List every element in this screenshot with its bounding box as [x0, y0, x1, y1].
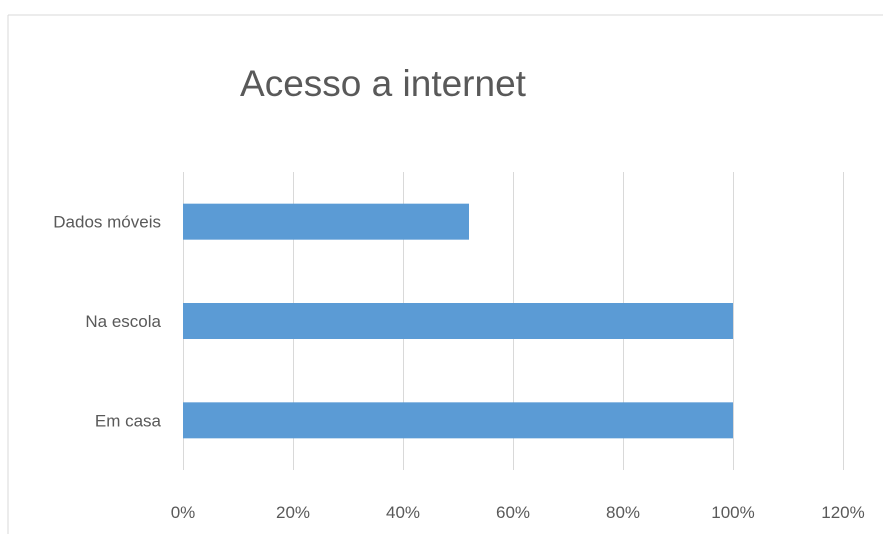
x-tick-label: 40% [386, 503, 420, 522]
x-tick-label: 60% [496, 503, 530, 522]
category-labels: Em casa Na escola Dados móveis [53, 213, 161, 431]
bars [183, 203, 733, 439]
x-tick-label: 0% [171, 503, 196, 522]
chart-frame-lines [7, 14, 883, 534]
bar-na-escola [183, 303, 733, 339]
bar-dados-m-veis [183, 203, 469, 240]
category-label: Em casa [95, 411, 162, 430]
x-tick-labels: 0% 20% 40% 60% 80% 100% 120% [171, 503, 865, 522]
x-tick-label: 100% [711, 503, 754, 522]
chart-title: Acesso a internet [240, 63, 527, 104]
bar-em-casa [183, 402, 733, 439]
x-tick-label: 80% [606, 503, 640, 522]
category-label: Na escola [85, 312, 161, 331]
x-tick-label: 20% [276, 503, 310, 522]
category-label: Dados móveis [53, 213, 161, 232]
x-tick-label: 120% [821, 503, 864, 522]
